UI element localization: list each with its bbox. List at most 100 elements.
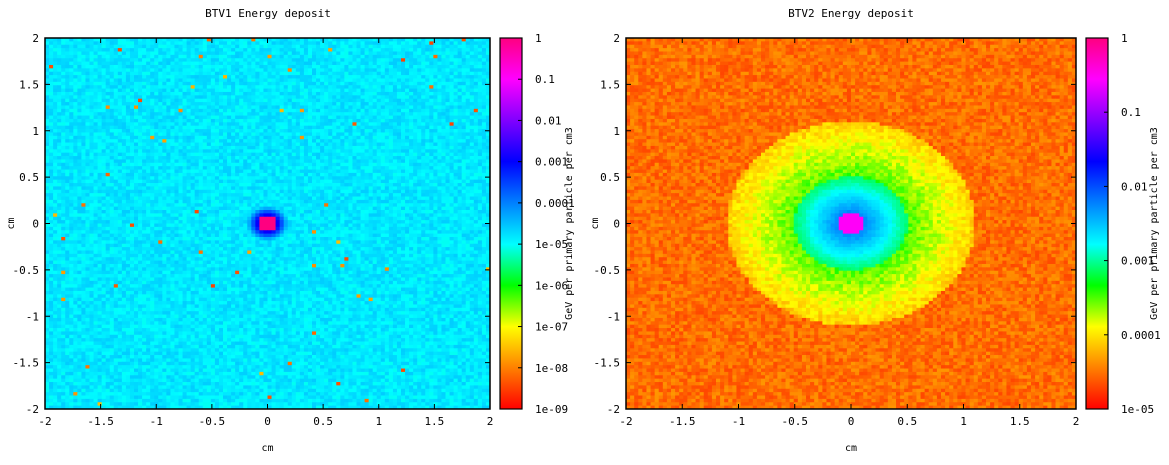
heat-cell [239,172,244,177]
heat-cell [279,183,285,187]
heat-cell [81,41,86,46]
heat-cell [57,78,62,83]
heat-cell [49,189,54,194]
heat-cell [109,186,115,191]
heat-cell [247,132,252,137]
heat-cell [388,118,394,123]
heat-cell [445,48,450,52]
heat-cell [445,132,450,137]
heat-cell [101,54,107,59]
heat-cell [150,54,155,59]
heat-cell [477,95,483,100]
heat-cell [320,135,325,140]
heat-cell [142,169,147,174]
heat-cell [174,176,179,181]
heat-cell [65,152,70,157]
heat-cell [481,122,487,127]
heat-cell [194,176,200,181]
heat-cell [457,102,463,106]
heat-cell [57,156,62,160]
heat-cell [93,71,98,76]
heat-cell [158,108,163,113]
heat-cell [396,98,402,103]
heat-cell [117,54,123,59]
heat-cell [158,41,163,46]
heat-cell [465,186,471,191]
heat-cell [461,91,467,96]
heat-cell [279,91,285,96]
heat-cell [316,68,321,73]
heat-cell [81,135,86,140]
heat-cell [348,169,353,174]
heat-cell [401,122,406,127]
heat-cell [303,68,309,73]
heat-cell [332,48,337,52]
heat-cell [93,162,98,167]
heat-cell [194,172,200,177]
heat-cell [73,64,78,69]
heat-cell [85,132,90,137]
heat-cell [328,166,333,170]
heat-cell [45,44,50,49]
heat-cell [49,125,54,130]
heat-cell [73,58,78,63]
heat-cell [380,58,386,63]
heat-cell [396,135,402,140]
heat-cell [287,156,293,160]
heat-cell [186,152,192,157]
heat-cell [190,149,196,154]
heat-cell [376,166,382,170]
heat-cell [73,112,78,116]
heat-cell [93,156,98,160]
heat-cell [429,64,434,69]
heat-cell [279,58,285,63]
heat-cell [348,142,353,147]
heat-cell [275,78,281,83]
heat-cell [231,108,236,113]
heat-cell [303,186,309,191]
heat-cell [73,145,78,150]
heat-cell [231,48,236,52]
heat-cell [146,41,151,46]
heat-cell [69,115,74,120]
heat-cell [198,68,204,73]
heat-cell [425,61,430,66]
heat-cell [376,132,382,137]
heat-cell [340,166,345,170]
heat-cell [134,51,139,56]
heat-cell [186,48,192,52]
heat-cell [113,112,119,116]
heat-cell [401,102,406,106]
heat-cell [352,149,357,154]
heat-cell [93,166,98,170]
heat-cell [125,135,131,140]
heat-cell [291,129,297,133]
heat-cell [275,102,281,106]
heat-cell [384,85,390,89]
heat-cell [162,75,167,79]
heat-cell [287,115,293,120]
heat-cell [121,61,127,66]
heat-cell [61,183,66,187]
heat-cell [477,75,483,79]
heat-cell [344,135,349,140]
heat-cell [121,139,127,143]
heat-cell [101,102,107,106]
heat-cell [441,64,446,69]
heat-cell [295,95,301,100]
heat-cell [356,44,361,49]
heat-cell [214,58,220,63]
heat-cell [392,125,398,130]
heat-cell [469,48,475,52]
heat-cell [223,78,228,83]
heat-cell [295,159,301,164]
heat-cell [396,51,402,56]
heat-cell [303,44,309,49]
heat-cell [190,129,196,133]
heat-cell [360,156,365,160]
heat-cell [198,179,204,184]
heat-cell [267,85,272,89]
heat-cell [352,166,357,170]
heat-cell [312,102,317,106]
heat-cell [263,95,268,100]
